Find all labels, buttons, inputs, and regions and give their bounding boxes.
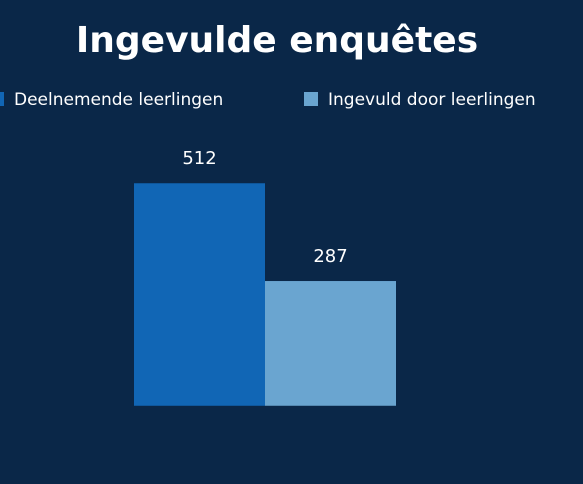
legend-swatch xyxy=(304,92,318,106)
legend-label: Deelnemende leerlingen xyxy=(14,90,223,110)
legend-swatch xyxy=(0,92,4,106)
legend-label: Ingevuld door leerlingen xyxy=(328,90,536,110)
data-label: 512 xyxy=(182,148,216,169)
bar xyxy=(134,183,265,406)
data-label: 287 xyxy=(313,246,347,267)
chart-title: Ingevulde enquêtes xyxy=(76,20,478,61)
bar xyxy=(265,281,396,406)
